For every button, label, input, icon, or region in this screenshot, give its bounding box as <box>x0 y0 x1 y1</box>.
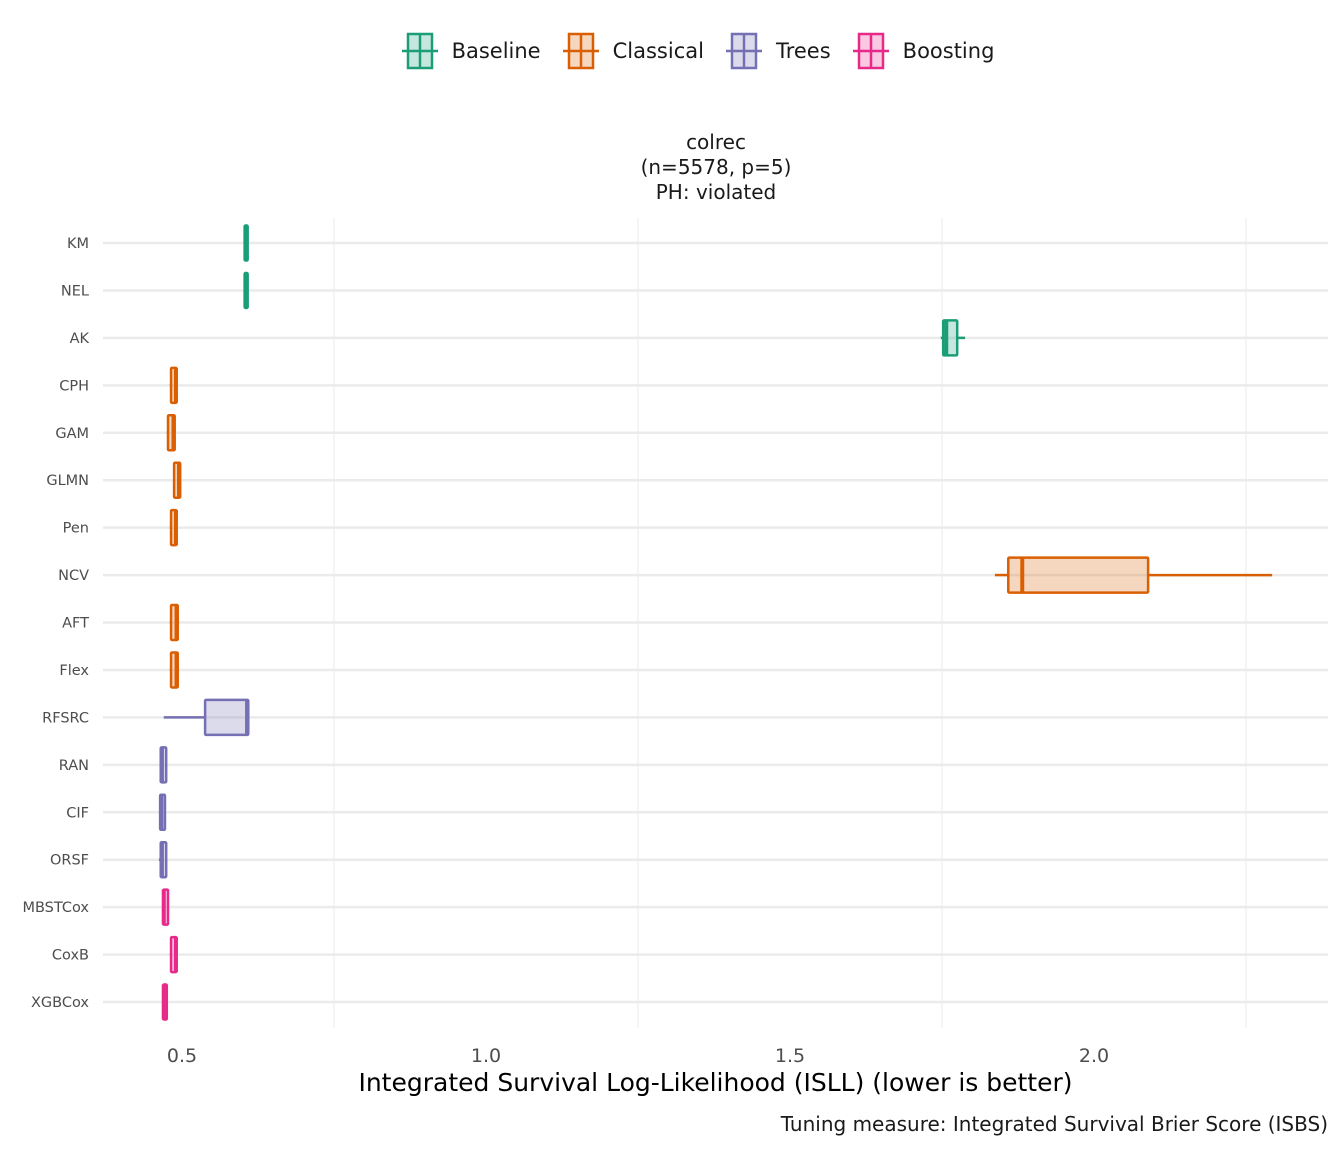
legend: Baseline Classical Trees Boosting <box>0 32 1344 70</box>
y-tick-label: Pen <box>63 521 89 537</box>
legend-item-boosting: Boosting <box>852 32 995 70</box>
y-tick-label: CoxB <box>52 948 89 964</box>
facet-subtitle: (n=5578, p=5) <box>640 155 792 179</box>
y-tick-label: Flex <box>59 663 89 679</box>
legend-key-icon <box>725 32 762 70</box>
y-tick-label: KM <box>67 236 89 252</box>
caption: Tuning measure: Integrated Survival Brie… <box>780 1112 1328 1136</box>
y-tick-label: NEL <box>61 283 89 299</box>
box-ncv <box>1007 556 1150 594</box>
y-tick-label: CIF <box>66 805 89 821</box>
y-tick-label: XGBCox <box>31 995 89 1011</box>
x-axis-label: Integrated Survival Log-Likelihood (ISLL… <box>358 1068 1073 1097</box>
legend-label: Boosting <box>902 39 995 63</box>
y-tick-label: AK <box>70 331 90 347</box>
y-tick-label: CPH <box>59 378 89 394</box>
legend-label: Trees <box>775 39 831 63</box>
x-tick-label: 2.0 <box>1079 1045 1109 1067</box>
y-tick-label: GLMN <box>46 473 89 489</box>
legend-item-baseline: Baseline <box>401 32 541 70</box>
y-tick-label: GAM <box>55 426 89 442</box>
y-tick-label: ORSF <box>50 853 89 869</box>
legend-key-icon <box>562 32 599 70</box>
facet-ph-status: PH: violated <box>655 180 777 204</box>
y-tick-label: AFT <box>62 616 89 632</box>
legend-item-trees: Trees <box>725 32 831 70</box>
box-rfsrc <box>203 698 250 737</box>
legend-item-classical: Classical <box>562 32 704 70</box>
y-tick-label: NCV <box>58 568 89 584</box>
chart-title: colrec (n=5578, p=5) PH: violated <box>516 130 916 205</box>
facet-title: colrec <box>686 130 746 154</box>
y-tick-label: RFSRC <box>42 710 89 726</box>
legend-label: Baseline <box>451 39 541 63</box>
y-tick-label: MBSTCox <box>22 900 89 916</box>
legend-key-icon <box>401 32 438 70</box>
legend-label: Classical <box>612 39 704 63</box>
y-tick-label: RAN <box>59 758 89 774</box>
x-tick-label: 1.5 <box>775 1045 805 1067</box>
x-tick-label: 1.0 <box>471 1045 501 1067</box>
legend-key-icon <box>852 32 889 70</box>
x-tick-label: 0.5 <box>167 1045 197 1067</box>
